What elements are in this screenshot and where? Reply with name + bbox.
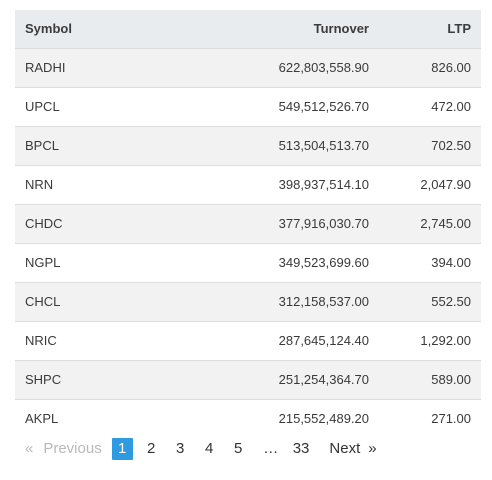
table-row: NRN 398,937,514.10 2,047.90 [15,165,481,204]
cell-turnover: 377,916,030.70 [278,216,369,231]
cell-symbol[interactable]: CHDC [25,216,63,231]
table-row: AKPL 215,552,489.20 271.00 [15,399,481,438]
table-row: NRIC 287,645,124.40 1,292.00 [15,321,481,360]
cell-turnover: 287,645,124.40 [278,333,369,348]
cell-turnover: 622,803,558.90 [278,60,369,75]
page-4-button[interactable]: 4 [205,440,214,457]
cell-turnover: 349,523,699.60 [278,255,369,270]
cell-ltp: 552.50 [431,294,471,309]
cell-ltp: 1,292.00 [420,333,471,348]
cell-symbol[interactable]: NRN [25,177,54,192]
previous-button: Previous [43,440,102,457]
header-ltp[interactable]: LTP [379,10,481,49]
cell-symbol[interactable]: BPCL [25,138,59,153]
table-body: RADHI 622,803,558.90 826.00 UPCL 549,512… [15,48,481,438]
page-2-button[interactable]: 2 [147,440,156,457]
cell-symbol[interactable]: RADHI [25,60,66,75]
cell-turnover: 251,254,364.70 [278,372,369,387]
page-33-button[interactable]: 33 [292,440,310,457]
table-row: BPCL 513,504,513.70 702.50 [15,126,481,165]
table-row: UPCL 549,512,526.70 472.00 [15,87,481,126]
header-row: Symbol Turnover LTP [15,10,481,49]
cell-ltp: 589.00 [431,372,471,387]
table-row: SHPC 251,254,364.70 589.00 [15,360,481,399]
cell-turnover: 513,504,513.70 [278,138,369,153]
cell-turnover: 312,158,537.00 [278,294,369,309]
cell-turnover: 215,552,489.20 [278,411,369,427]
cell-ltp: 472.00 [431,99,471,114]
cell-symbol[interactable]: NRIC [25,333,57,348]
cell-ltp: 2,745.00 [420,216,471,231]
cell-ltp: 826.00 [431,60,471,75]
cell-ltp: 271.00 [431,411,471,427]
cell-symbol[interactable]: UPCL [25,99,60,114]
header-symbol[interactable]: Symbol [15,10,135,49]
table-row: RADHI 622,803,558.90 826.00 [15,48,481,87]
turnover-table: Symbol Turnover LTP RADHI 622,803,558.90… [15,10,481,438]
cell-symbol[interactable]: SHPC [25,372,62,387]
table-row: NGPL 349,523,699.60 394.00 [15,243,481,282]
header-turnover[interactable]: Turnover [135,10,379,49]
cell-symbol[interactable]: AKPL [25,411,59,427]
cell-ltp: 702.50 [431,138,471,153]
last-page-arrow-icon[interactable]: » [368,440,377,457]
table-row: CHCL 312,158,537.00 552.50 [15,282,481,321]
table-header: Symbol Turnover LTP [15,10,481,49]
cell-ltp: 2,047.90 [420,177,471,192]
first-page-arrow-icon: « [25,440,34,457]
cell-turnover: 549,512,526.70 [278,99,369,114]
cell-ltp: 394.00 [431,255,471,270]
pagination-ellipsis: … [263,440,279,457]
next-button[interactable]: Next [329,440,361,457]
pagination: « Previous 1 2 3 4 5 … 33 Next » [15,438,377,460]
table-row: CHDC 377,916,030.70 2,745.00 [15,204,481,243]
page-1-button[interactable]: 1 [111,438,133,460]
cell-turnover: 398,937,514.10 [278,177,369,192]
cell-symbol[interactable]: NGPL [25,255,61,270]
turnover-table-container: Symbol Turnover LTP RADHI 622,803,558.90… [15,10,481,438]
page-5-button[interactable]: 5 [234,440,243,457]
cell-symbol[interactable]: CHCL [25,294,61,309]
page-3-button[interactable]: 3 [176,440,185,457]
